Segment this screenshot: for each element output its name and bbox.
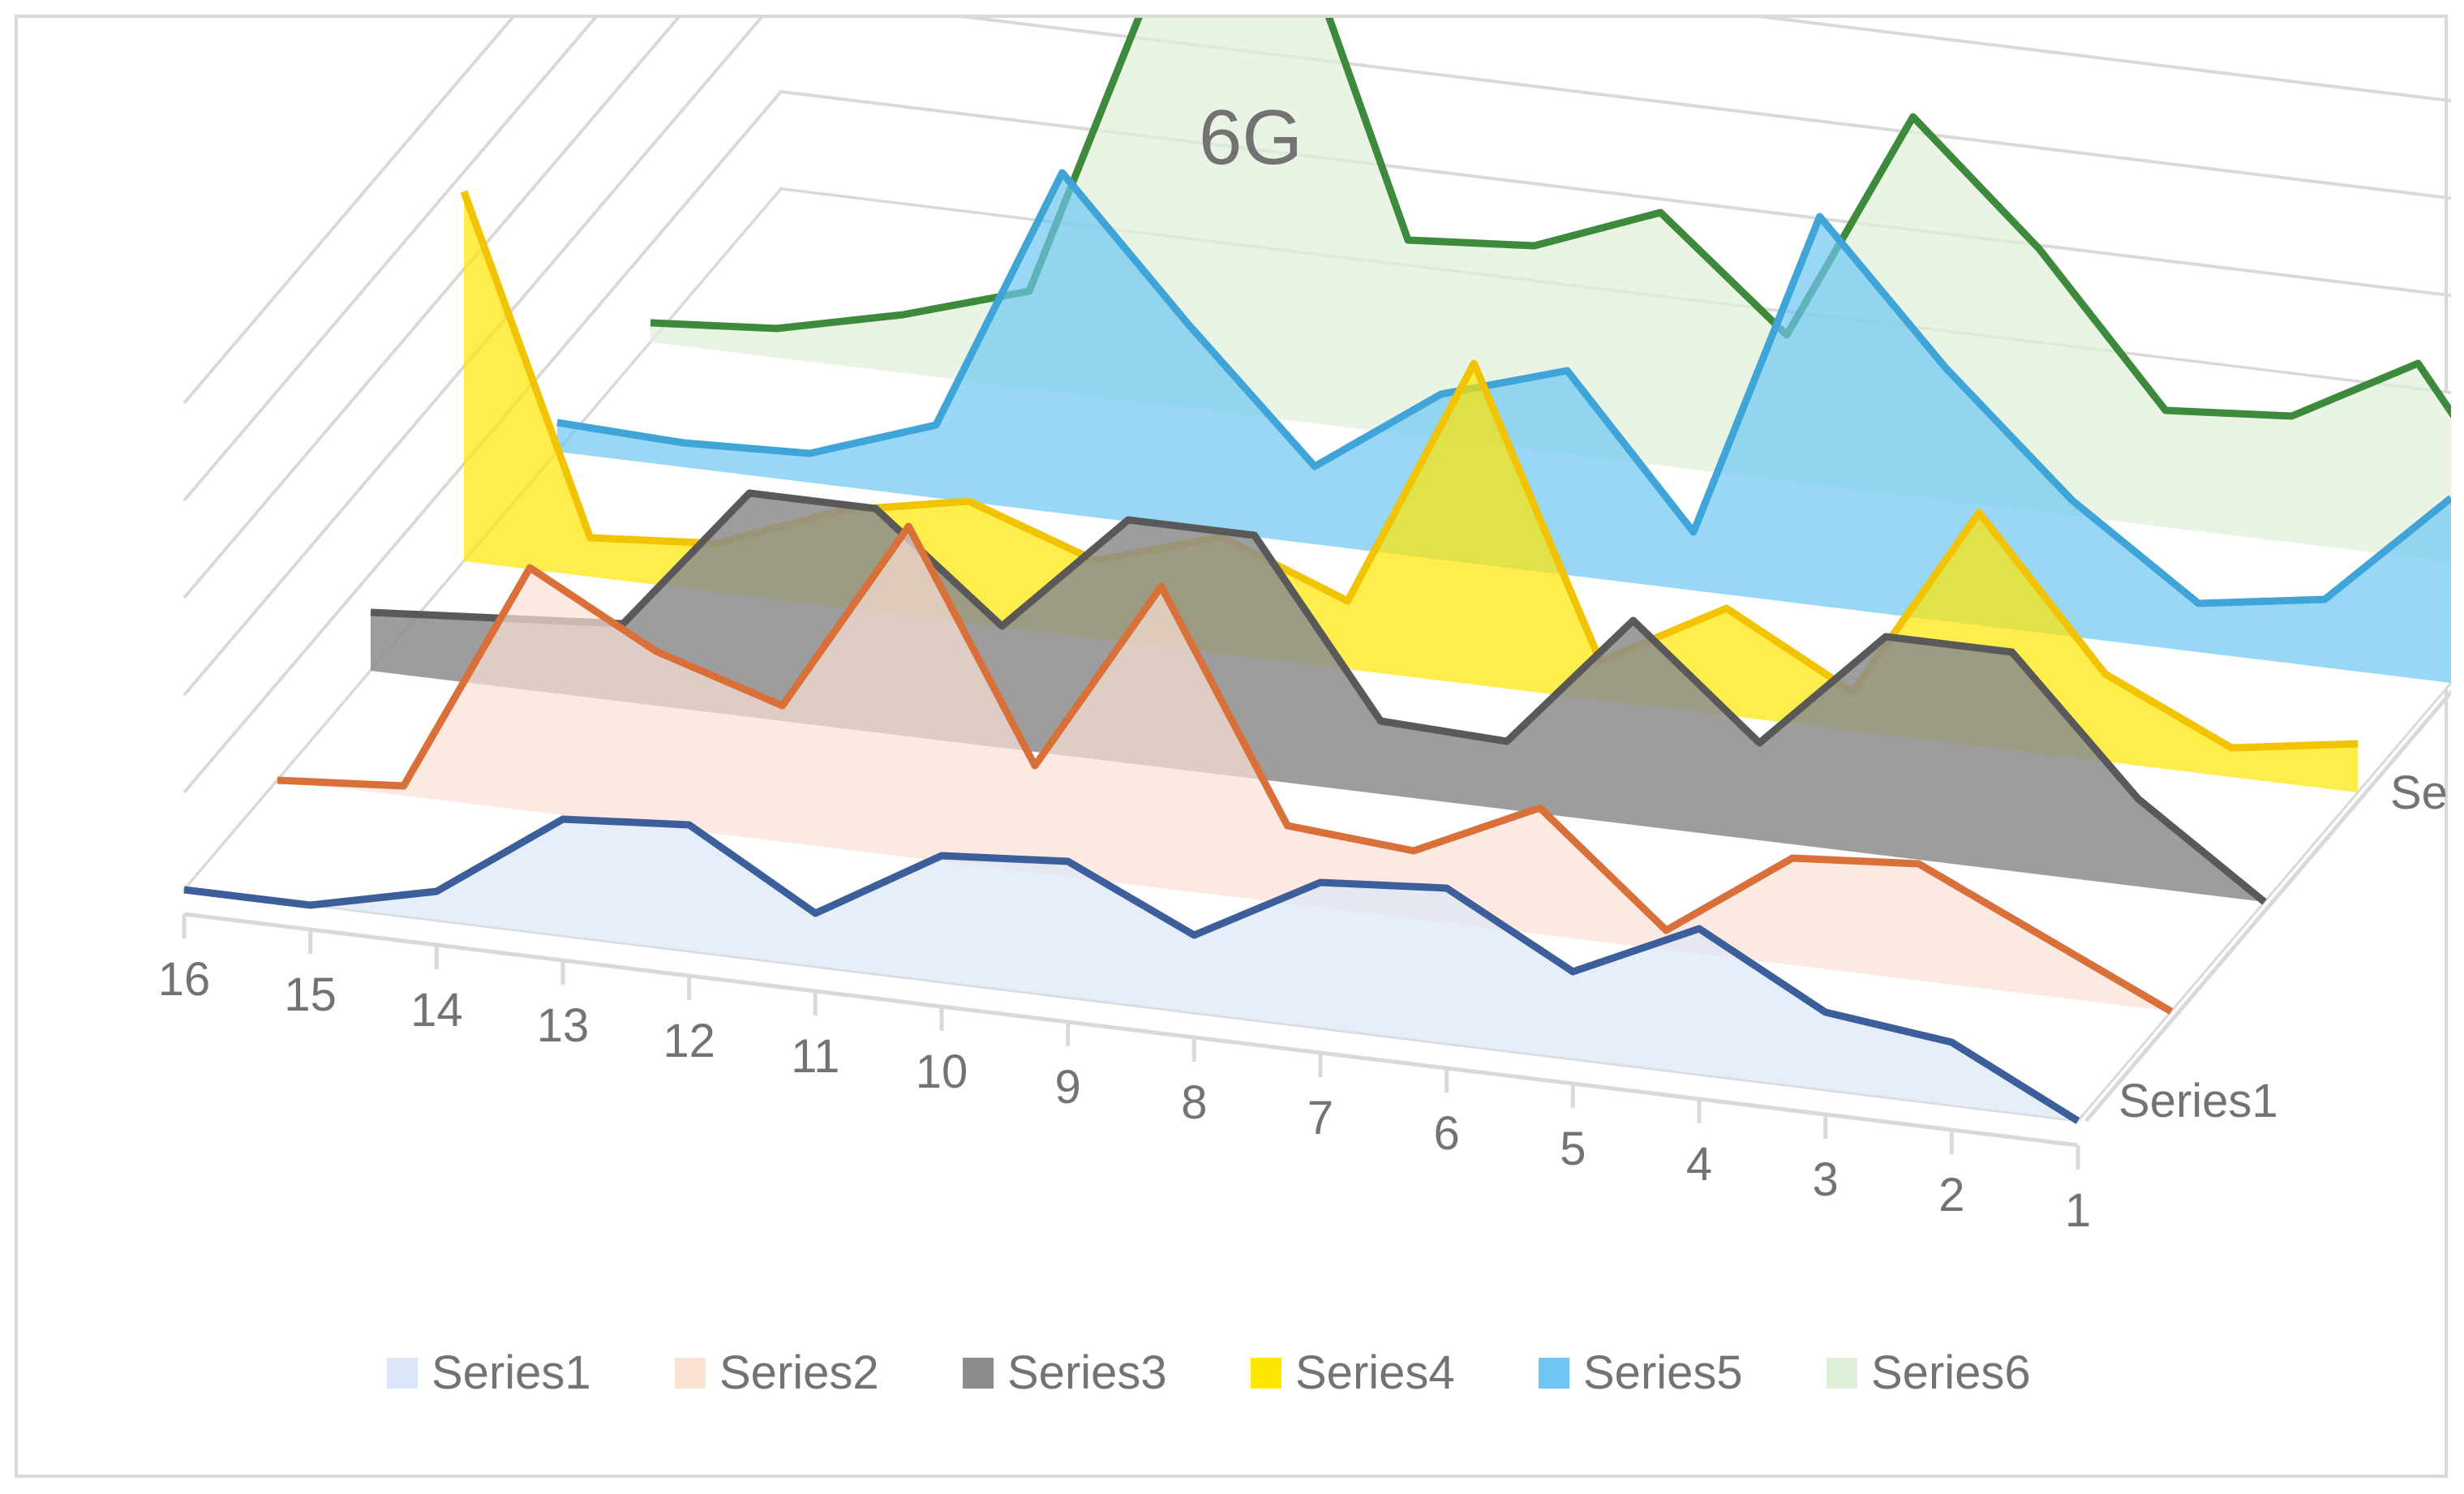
series-1-line bbox=[183, 815, 2080, 1124]
x-tick-label: 16 bbox=[158, 953, 211, 1006]
legend-label: Series1 bbox=[431, 1346, 591, 1399]
legend-item: Series1 bbox=[387, 1346, 591, 1399]
series-6-line bbox=[650, 18, 2451, 420]
gridline-20 bbox=[182, 89, 2451, 794]
legend-swatch bbox=[1539, 1358, 1569, 1389]
x-tick-label: 12 bbox=[663, 1015, 715, 1067]
gridline-80 bbox=[182, 18, 598, 502]
series-3-area bbox=[371, 493, 2264, 902]
x-tick-label: 4 bbox=[1686, 1138, 1712, 1191]
x-tick-label: 1 bbox=[2065, 1184, 2091, 1237]
x-tick-label: 2 bbox=[1938, 1169, 1964, 1221]
legend-label: Series6 bbox=[1871, 1346, 2031, 1399]
x-tick-label: 10 bbox=[916, 1045, 968, 1098]
series-2-area bbox=[277, 526, 2171, 1011]
legend-item: Series6 bbox=[1827, 1346, 2031, 1399]
legend-label: Series2 bbox=[719, 1346, 879, 1399]
gridline-100 bbox=[182, 18, 515, 405]
x-tick-label: 3 bbox=[1813, 1153, 1839, 1206]
series-4-area bbox=[464, 191, 2358, 792]
x-axis-line bbox=[183, 912, 2079, 1148]
legend-swatch bbox=[963, 1358, 994, 1389]
series-2-line bbox=[277, 522, 2174, 1015]
axis-layer: 02040608010012345678910111213141516Serie… bbox=[158, 689, 2451, 1237]
legend-label: Series5 bbox=[1583, 1346, 1743, 1399]
x-tick-label: 8 bbox=[1181, 1076, 1207, 1129]
x-tick-label: 15 bbox=[284, 968, 337, 1021]
gridline-40 bbox=[182, 18, 2451, 697]
series-layer bbox=[183, 18, 2451, 1124]
x-tick-label: 14 bbox=[410, 984, 463, 1037]
chart-frame: 02040608010012345678910111213141516Serie… bbox=[15, 15, 2451, 1478]
legend: Series1 Series2 Series3 Series4 Series5 Serie… bbox=[387, 1346, 2031, 1399]
series-2 bbox=[277, 522, 2174, 1015]
x-tick-label: 5 bbox=[1560, 1123, 1586, 1175]
legend-swatch bbox=[1251, 1358, 1281, 1389]
z-axis-line bbox=[2084, 689, 2451, 1123]
series-3-line bbox=[370, 489, 2267, 905]
legend-item: Series3 bbox=[963, 1346, 1167, 1399]
legend-swatch bbox=[675, 1358, 706, 1389]
x-tick-label: 11 bbox=[791, 1030, 839, 1083]
legend-item: Series4 bbox=[1251, 1346, 1455, 1399]
series-1-area bbox=[184, 819, 2078, 1121]
chart-title: 6G bbox=[1199, 94, 1303, 181]
x-tick-label: 13 bbox=[537, 999, 590, 1052]
legend-item: Series2 bbox=[675, 1346, 879, 1399]
legend-label: Series3 bbox=[1007, 1346, 1167, 1399]
x-tick-label: 6 bbox=[1434, 1107, 1460, 1160]
z-axis-label: Series1 bbox=[2118, 1075, 2278, 1127]
series-3 bbox=[370, 489, 2267, 905]
series-1 bbox=[183, 815, 2080, 1124]
x-tick-label: 7 bbox=[1307, 1092, 1333, 1144]
legend-swatch bbox=[387, 1358, 418, 1389]
x-tick-label: 9 bbox=[1055, 1061, 1081, 1114]
series-5-line bbox=[556, 169, 2451, 607]
chart-svg: 02040608010012345678910111213141516Serie… bbox=[158, 18, 2451, 1399]
legend-swatch bbox=[1827, 1358, 1857, 1389]
gridline-60 bbox=[182, 18, 2451, 599]
legend-item: Series5 bbox=[1539, 1346, 1743, 1399]
z-axis-label: Series4 bbox=[2390, 766, 2451, 819]
legend-label: Series4 bbox=[1295, 1346, 1455, 1399]
